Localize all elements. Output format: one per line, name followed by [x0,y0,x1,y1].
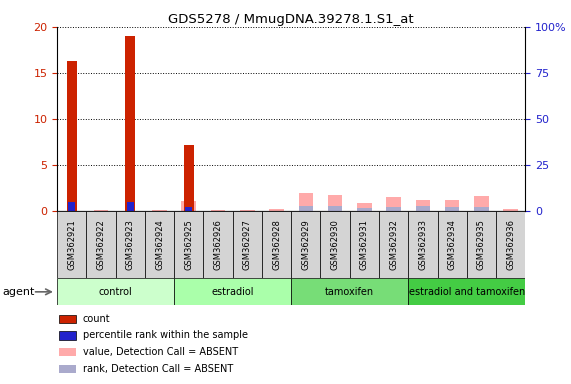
Bar [127,202,134,211]
Bar [233,211,262,278]
Bar [86,211,115,278]
Text: GSM362934: GSM362934 [448,219,457,270]
Text: GSM362927: GSM362927 [243,219,252,270]
Bar [416,207,430,211]
Bar [474,197,489,211]
Bar [145,211,174,278]
Text: GSM362936: GSM362936 [506,219,515,270]
Bar [320,211,349,278]
Bar [474,207,489,211]
Bar [349,211,379,278]
Bar [125,36,135,211]
Bar [357,203,372,211]
Text: count: count [83,314,110,324]
Bar [328,195,343,211]
Bar [270,209,284,211]
Text: GSM362932: GSM362932 [389,219,398,270]
Text: GSM362922: GSM362922 [96,219,106,270]
Text: GSM362930: GSM362930 [331,219,340,270]
Text: GSM362928: GSM362928 [272,219,281,270]
Bar [240,210,255,211]
Text: value, Detection Call = ABSENT: value, Detection Call = ABSENT [83,347,238,357]
Bar [211,210,226,211]
Text: GSM362929: GSM362929 [301,219,311,270]
Bar [57,211,86,278]
Bar [174,278,291,305]
Bar [57,278,174,305]
Text: percentile rank within the sample: percentile rank within the sample [83,331,248,341]
Bar [182,201,196,211]
Bar [291,278,408,305]
Bar [437,211,467,278]
Bar [184,145,194,211]
Bar [59,331,76,339]
Text: GSM362933: GSM362933 [419,219,428,270]
Bar [408,278,525,305]
Text: estradiol: estradiol [211,287,254,297]
Bar [299,193,313,211]
Bar [379,211,408,278]
Bar [504,209,518,211]
Bar [185,207,192,211]
Bar [445,200,460,211]
Bar [328,206,343,211]
Text: rank, Detection Call = ABSENT: rank, Detection Call = ABSENT [83,364,233,374]
Bar [387,207,401,211]
Title: GDS5278 / MmugDNA.39278.1.S1_at: GDS5278 / MmugDNA.39278.1.S1_at [168,13,414,26]
Text: estradiol and tamoxifen: estradiol and tamoxifen [409,287,525,297]
Bar [174,211,203,278]
Bar [291,211,320,278]
Bar [115,211,145,278]
Text: GSM362923: GSM362923 [126,219,135,270]
Text: agent: agent [3,287,35,297]
Bar [387,197,401,211]
Text: GSM362926: GSM362926 [214,219,223,270]
Text: tamoxifen: tamoxifen [325,287,375,297]
Bar [68,202,75,211]
Text: GSM362935: GSM362935 [477,219,486,270]
Text: GSM362921: GSM362921 [67,219,77,270]
Bar [59,365,76,373]
Bar [67,61,77,211]
Bar [59,348,76,356]
Bar [203,211,233,278]
Text: GSM362925: GSM362925 [184,219,194,270]
Bar [299,206,313,211]
Bar [408,211,437,278]
Bar [94,210,108,211]
Bar [496,211,525,278]
Text: GSM362924: GSM362924 [155,219,164,270]
Bar [152,210,167,211]
Text: GSM362931: GSM362931 [360,219,369,270]
Bar [416,200,430,211]
Bar [357,209,372,211]
Bar [467,211,496,278]
Bar [59,315,76,323]
Bar [262,211,291,278]
Text: control: control [99,287,132,297]
Bar [445,207,460,211]
